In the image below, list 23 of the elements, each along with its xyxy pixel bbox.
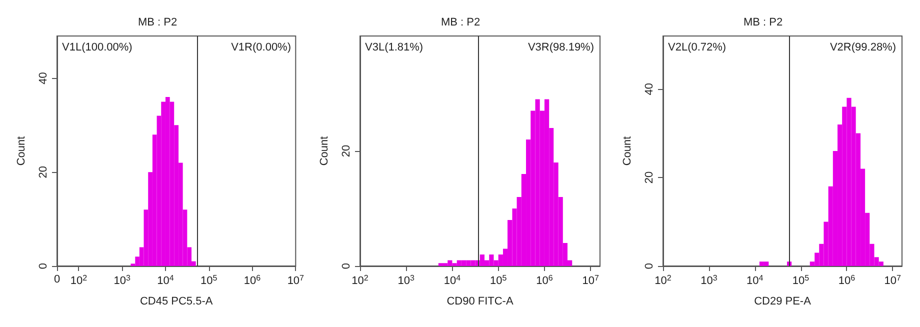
y-tick-label: 40: [644, 82, 656, 96]
annotation: V2L(0.72%): [668, 42, 726, 54]
annotation: V3L(1.81%): [365, 42, 424, 54]
y-tick-label: 0: [644, 262, 656, 270]
y-tick-label: 40: [38, 72, 50, 84]
x-tick-label: 0: [54, 274, 60, 286]
y-axis-title: Count: [16, 136, 28, 166]
y-axis-title: Count: [318, 136, 330, 166]
y-tick-label: 20: [644, 171, 656, 184]
chart-title: MB : P2: [440, 16, 480, 28]
y-axis-title: Count: [622, 136, 634, 166]
annotation: V3R(98.19%): [528, 42, 594, 54]
x-axis-title: CD45 PC5.5-A: [140, 296, 214, 308]
annotation: V1R(0.00%): [231, 42, 292, 54]
y-tick-label: 20: [340, 144, 352, 158]
annotation: V2R(99.28%): [830, 42, 896, 54]
x-axis-title: CD29 PE-A: [754, 296, 812, 308]
y-tick-label: 0: [38, 262, 50, 270]
chart-title: MB : P2: [138, 16, 178, 28]
x-axis-title: CD90 FITC-A: [446, 296, 514, 308]
annotation: V1L(100.00%): [62, 42, 132, 54]
y-tick-label: 20: [38, 166, 50, 178]
chart-title: MB : P2: [743, 16, 783, 28]
